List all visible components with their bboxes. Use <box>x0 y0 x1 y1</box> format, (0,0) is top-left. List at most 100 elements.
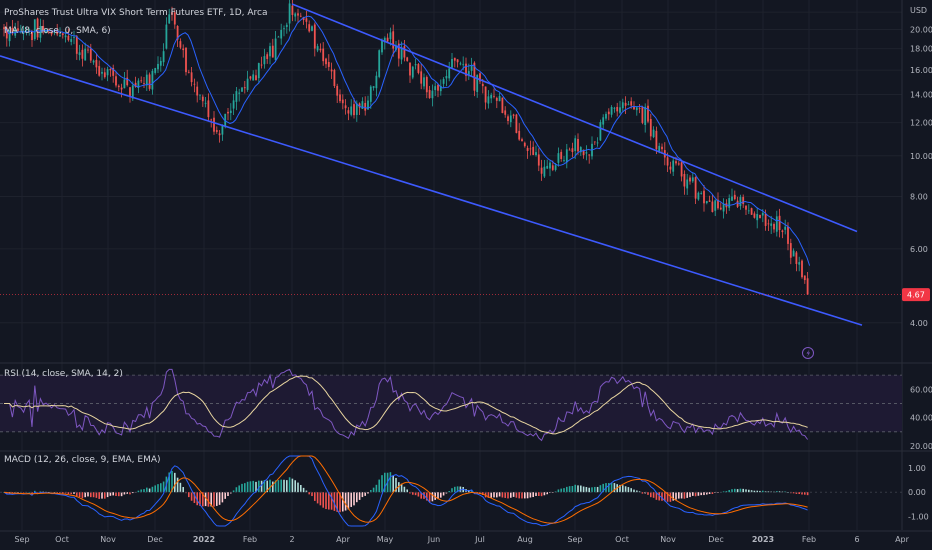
trendlines[interactable] <box>0 3 863 326</box>
rsi-legend[interactable]: RSI (14, close, SMA, 14, 2) <box>4 369 123 379</box>
candle-body <box>582 149 585 156</box>
trendline-lower[interactable] <box>0 55 863 326</box>
candle-body <box>179 41 182 48</box>
candle-body <box>238 92 241 94</box>
candle-body <box>31 31 33 41</box>
candle-body <box>733 194 736 200</box>
candle-body <box>117 85 120 88</box>
macd-bar <box>608 483 610 493</box>
macd-bar <box>568 486 571 493</box>
rsi-ma-line <box>4 375 808 435</box>
macd-bar <box>244 483 246 493</box>
candle-body <box>509 115 512 123</box>
macd-bar <box>692 492 694 496</box>
candle-body <box>568 149 571 151</box>
candle-body <box>579 147 582 153</box>
candle-body <box>87 49 89 51</box>
ma-legend[interactable]: MA (8, close, 0, SMA, 6) <box>4 26 111 36</box>
candle-body <box>224 113 227 127</box>
candle-body <box>610 106 613 115</box>
date-label: Sep <box>567 535 582 544</box>
candle-body <box>201 96 204 102</box>
candle-body <box>263 56 266 65</box>
price-badge <box>902 288 930 302</box>
macd-bar <box>689 492 691 498</box>
chart-title[interactable]: ProShares Trust Ultra VIX Short Term Fut… <box>4 8 267 18</box>
candle-body <box>750 208 753 215</box>
macd-bar <box>339 492 341 513</box>
trendline-upper[interactable] <box>291 3 858 233</box>
candle-body <box>176 25 179 40</box>
macd-bar <box>277 480 280 493</box>
macd-bar <box>17 492 19 493</box>
candle-body <box>302 16 305 20</box>
macd-bar <box>230 492 232 494</box>
candle-body <box>129 87 131 96</box>
candle-body <box>369 86 372 102</box>
macd-axis[interactable]: 1.00 0.00 -1.00 <box>908 464 929 521</box>
candle-body <box>171 12 173 15</box>
lightning-icon[interactable] <box>802 347 814 359</box>
candle-body <box>137 80 140 88</box>
macd-bar <box>126 492 128 494</box>
macd-bar <box>249 481 252 493</box>
price-axis[interactable]: USD 4.00 6.00 8.00 10.00 12.00 14.00 16.00 18.0… <box>902 6 932 328</box>
macd-bar <box>420 492 422 499</box>
macd-bar <box>398 482 400 493</box>
rsi-tick: 60.00 <box>910 385 932 394</box>
candle-body <box>647 105 649 122</box>
macd-bar <box>372 487 375 493</box>
macd-bar <box>106 492 109 498</box>
macd-bar <box>580 485 582 493</box>
candle-body <box>246 78 249 90</box>
macd-bar <box>322 492 324 508</box>
rsi-pane[interactable] <box>0 368 902 442</box>
price-tick: 16.00 <box>910 66 932 75</box>
macd-bar <box>188 492 190 498</box>
macd-bar <box>563 488 565 493</box>
candle-body <box>697 192 700 200</box>
candle-body <box>689 177 691 182</box>
candle-body <box>204 102 207 104</box>
rsi-axis[interactable]: 60.00 40.00 20.00 <box>910 385 932 451</box>
macd-legend[interactable]: MACD (12, 26, close, 9, EMA, EMA) <box>4 455 161 465</box>
macd-bar <box>739 488 742 493</box>
candle-body <box>759 214 761 218</box>
date-label: 6 <box>854 535 859 544</box>
date-label: Aug <box>517 535 533 544</box>
macd-bar <box>627 487 630 493</box>
date-label: Sep <box>14 535 29 544</box>
macd-bar <box>708 492 711 494</box>
macd-bar <box>176 477 179 493</box>
date-axis[interactable]: Sep Oct Nov Dec 2022 Feb 2 Apr May Jun Jul Aug Sep Oc… <box>14 535 909 544</box>
macd-bar <box>224 492 226 499</box>
candle-body <box>115 76 117 86</box>
candle-body <box>484 86 487 103</box>
candle-body <box>112 67 115 76</box>
macd-bar <box>174 472 176 493</box>
candle-body <box>372 86 375 88</box>
macd-bar <box>241 483 243 493</box>
candle-body <box>92 60 95 63</box>
candle-body <box>3 27 5 30</box>
candle-body <box>512 114 515 116</box>
price-pane[interactable] <box>0 0 902 326</box>
candle-body <box>703 190 705 204</box>
candles <box>3 0 809 295</box>
candle-body <box>213 117 215 132</box>
candle-body <box>101 71 103 74</box>
macd-bar <box>213 492 215 507</box>
macd-pane[interactable] <box>0 455 902 527</box>
macd-bar <box>112 492 114 496</box>
macd-histogram <box>3 470 809 513</box>
macd-bar <box>543 492 546 496</box>
macd-bar <box>364 492 366 496</box>
macd-bar <box>95 492 98 498</box>
macd-bar <box>437 492 439 500</box>
macd-bar <box>395 477 397 493</box>
candle-body <box>123 79 126 89</box>
candle-body <box>635 107 638 111</box>
macd-bar <box>216 492 218 506</box>
